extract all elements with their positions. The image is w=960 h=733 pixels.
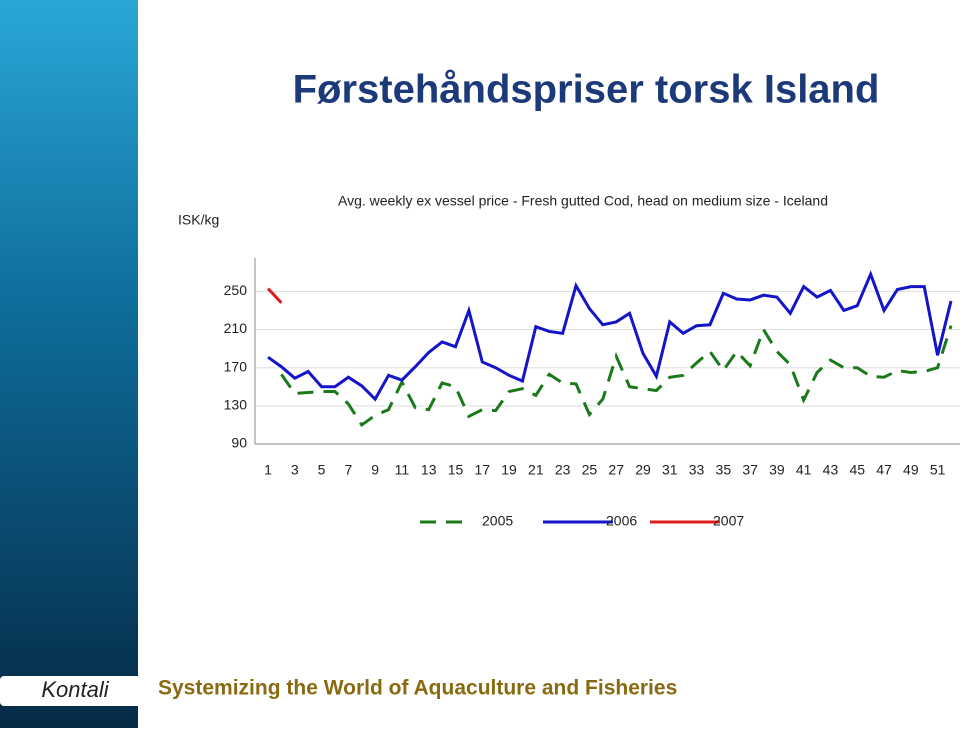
x-tick-label: 23 (555, 462, 571, 478)
legend-label: 2005 (482, 513, 513, 529)
x-tick-label: 19 (501, 462, 517, 478)
x-tick-label: 43 (823, 462, 839, 478)
footer: Systemizing the World of Aquaculture and… (158, 677, 677, 700)
y-tick-label: 130 (224, 397, 248, 413)
x-tick-label: 21 (528, 462, 544, 478)
x-tick-label: 33 (689, 462, 705, 478)
y-tick-label: 170 (224, 358, 248, 374)
x-tick-label: 51 (930, 462, 946, 478)
y-tick-label: 250 (224, 282, 248, 298)
logo-box (0, 676, 150, 706)
subtitle: Avg. weekly ex vessel price - Fresh gutt… (338, 193, 828, 209)
y-axis-label: ISK/kg (178, 212, 219, 228)
x-tick-label: 3 (291, 462, 299, 478)
x-tick-label: 13 (421, 462, 437, 478)
x-tick-label: 49 (903, 462, 919, 478)
x-tick-label: 39 (769, 462, 785, 478)
series-line (280, 325, 953, 428)
x-tick-label: 41 (796, 462, 812, 478)
x-tick-label: 31 (662, 462, 678, 478)
x-tick-label: 9 (371, 462, 379, 478)
x-tick-label: 11 (395, 462, 410, 478)
series-line (266, 287, 283, 304)
x-tick-label: 5 (318, 462, 326, 478)
x-tick-label: 37 (742, 462, 758, 478)
y-tick-label: 90 (231, 435, 247, 451)
x-tick-label: 15 (448, 462, 464, 478)
series-line (267, 270, 953, 402)
y-tick-label: 210 (224, 320, 248, 336)
x-tick-label: 45 (849, 462, 865, 478)
logo: Kontali (41, 677, 109, 702)
x-tick-label: 7 (344, 462, 352, 478)
x-tick-label: 17 (474, 462, 490, 478)
x-tick-label: 25 (582, 462, 598, 478)
legend-label: 2007 (713, 513, 744, 529)
legend-label: 2006 (606, 513, 637, 529)
sea-image (0, 0, 138, 728)
title: Førstehåndspriser torsk Island (293, 68, 880, 112)
x-tick-label: 27 (608, 462, 624, 478)
x-tick-label: 29 (635, 462, 651, 478)
x-tick-label: 1 (264, 462, 272, 478)
x-tick-label: 35 (716, 462, 732, 478)
x-tick-label: 47 (876, 462, 892, 478)
